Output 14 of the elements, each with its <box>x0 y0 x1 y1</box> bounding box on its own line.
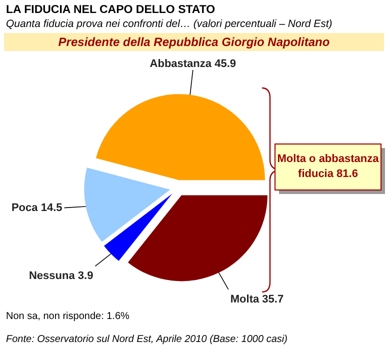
slice-label: Abbastanza <box>150 58 215 70</box>
data-label: 14.5 <box>40 202 62 214</box>
chart-subtitle: Quanta fiducia prova nei confronti del… (valori percentuali – Nord Est) <box>6 18 332 30</box>
source-note: Fonte: Osservatorio sul Nord Est, Aprile 2010 (Base: 1000 casi) <box>6 334 288 345</box>
data-label: 3.9 <box>78 270 94 282</box>
data-label: 45.9 <box>214 58 236 70</box>
chart-title: LA FIDUCIA NEL CAPO DELLO STATO <box>6 4 216 16</box>
slice-label: Nessuna <box>28 270 78 282</box>
text: Presidente della Repubblica Giorgio Napolitano <box>58 35 330 49</box>
text: Non sa, non risponde: 1.6% <box>6 311 130 322</box>
slice-label: Molta <box>230 293 262 306</box>
slice-label: Poca <box>11 202 41 214</box>
text: Molta o abbastanza fiducia 81.6 <box>277 153 380 180</box>
data-label: 35.7 <box>262 293 284 306</box>
